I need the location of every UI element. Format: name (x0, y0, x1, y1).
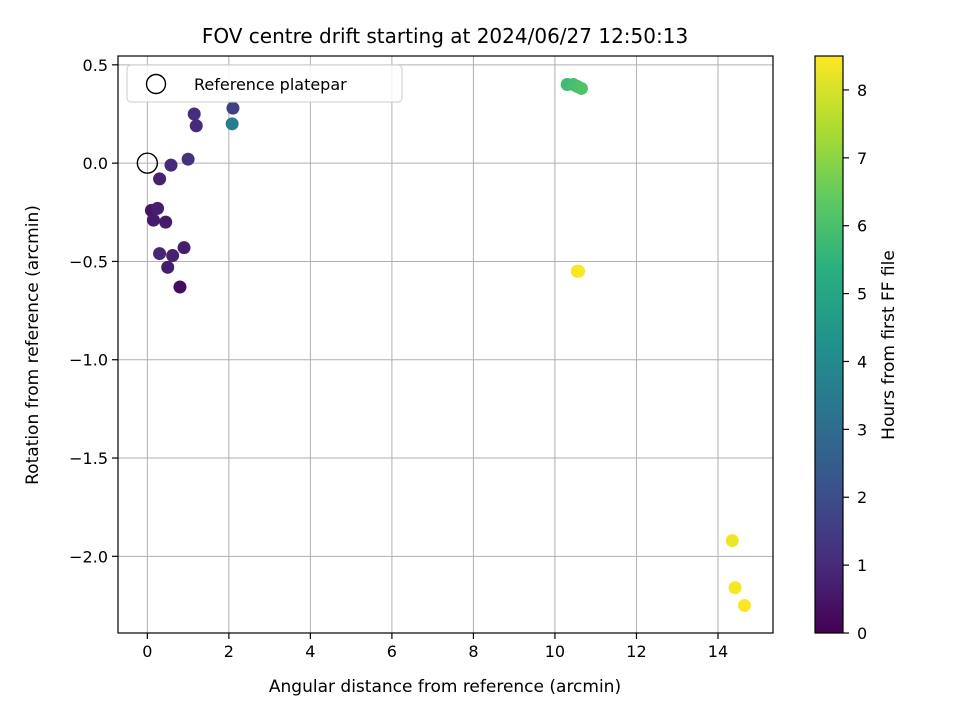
chart-title: FOV centre drift starting at 2024/06/27 … (202, 24, 688, 48)
grid-lines (118, 56, 773, 633)
legend-reference-marker (145, 73, 167, 95)
colorbar-label: Hours from first FF file (879, 250, 899, 440)
colorbar-tick-label: 4 (857, 352, 867, 371)
data-point (225, 117, 239, 131)
x-tick-label: 10 (545, 642, 565, 661)
colorbar-tick-label: 6 (857, 217, 867, 236)
colorbar-tick-label: 7 (857, 149, 867, 168)
legend-box (126, 64, 403, 103)
data-point (737, 598, 751, 612)
data-point (153, 172, 167, 186)
reference-marker-layer (136, 152, 159, 174)
plot-frame (117, 55, 774, 634)
data-point (728, 581, 742, 595)
colorbar-tick-label: 8 (857, 81, 867, 100)
data-point (166, 249, 180, 263)
colorbar-tick-label: 5 (857, 285, 867, 304)
colorbar: 0 1 2 3 4 5 6 7 8 Hours from first FF file (814, 55, 899, 643)
x-tick-label: 8 (468, 642, 478, 661)
y-axis-label: Rotation from reference (arcmin) (23, 205, 43, 485)
x-tick-label: 6 (387, 642, 397, 661)
y-tick-label: −1.0 (69, 351, 108, 370)
colorbar-ticks: 0 1 2 3 4 5 6 7 8 (843, 81, 867, 643)
data-point (161, 260, 175, 274)
data-point (173, 280, 187, 294)
data-point (572, 264, 586, 278)
x-axis-label: Angular distance from reference (arcmin) (269, 677, 621, 697)
y-tick-label: −1.5 (69, 449, 108, 468)
x-tick-label: 2 (224, 642, 234, 661)
legend-reference-label: Reference platepar (194, 75, 347, 94)
colorbar-tick-label: 0 (857, 624, 867, 643)
colorbar-tick-label: 1 (857, 556, 867, 575)
data-point (181, 152, 195, 166)
colorbar-tick-label: 3 (857, 420, 867, 439)
x-tick-label: 12 (626, 642, 646, 661)
data-point (159, 215, 173, 229)
data-point (574, 81, 588, 95)
x-tick-label: 14 (708, 642, 728, 661)
data-point (164, 158, 178, 172)
x-tick-label: 4 (305, 642, 315, 661)
y-tick-label: 0.5 (83, 56, 108, 75)
colorbar-gradient (815, 56, 843, 633)
legend: Reference platepar (126, 64, 403, 103)
y-tick-label: −0.5 (69, 252, 108, 271)
x-tick-label: 0 (142, 642, 152, 661)
data-point (151, 201, 165, 215)
data-point (187, 107, 201, 121)
data-point (189, 119, 203, 133)
colorbar-frame (814, 55, 844, 634)
x-axis: 0 2 4 6 8 10 12 14 (142, 633, 728, 661)
data-point (725, 534, 739, 548)
data-point (146, 213, 160, 227)
y-axis: 0.5 0.0 −0.5 −1.0 −1.5 −2.0 (69, 56, 118, 566)
reference-platepar-marker (136, 152, 159, 174)
data-point (226, 101, 240, 115)
colorbar-tick-label: 2 (857, 488, 867, 507)
y-tick-label: 0.0 (83, 154, 108, 173)
scatter-points (144, 78, 751, 612)
data-point (153, 247, 167, 261)
data-point (177, 241, 191, 255)
y-tick-label: −2.0 (69, 547, 108, 566)
